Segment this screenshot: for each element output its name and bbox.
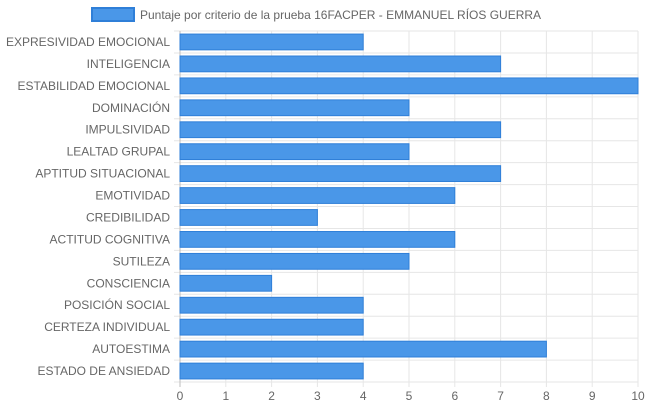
bar[interactable] [179,362,364,380]
y-tick-label: EMOTIVIDAD [95,189,170,203]
y-tick-label: CONSCIENCIA [87,276,170,290]
bar[interactable] [179,318,364,336]
bar[interactable] [179,143,410,161]
bar[interactable] [179,77,639,95]
x-tick-label: 7 [497,389,504,403]
bar[interactable] [179,231,456,248]
y-tick-label: POSICIÓN SOCIAL [64,297,170,312]
grid [174,30,639,387]
legend-label: Puntaje por criterio de la prueba 16FACP… [140,7,541,22]
bar[interactable] [179,33,364,51]
x-axis-labels: 0 1 2 3 4 5 6 7 8 9 10 [177,389,645,403]
x-tick-label: 3 [314,389,321,403]
bar[interactable] [179,165,502,182]
x-tick-label: 0 [177,389,184,403]
x-tick-label: 9 [589,389,596,403]
bar[interactable] [179,121,502,139]
legend[interactable]: Puntaje por criterio de la prueba 16FACP… [91,7,541,22]
bar[interactable] [179,296,364,314]
y-tick-label: ESTABILIDAD EMOCIONAL [18,79,171,93]
y-tick-label: AUTOESTIMA [92,342,170,356]
bar[interactable] [179,209,318,226]
y-tick-label: IMPULSIVIDAD [85,123,170,137]
y-axis-labels: EXPRESIVIDAD EMOCIONAL INTELIGENCIA ESTABI… [6,35,170,378]
x-tick-label: 1 [222,389,229,403]
y-tick-label: ESTADO DE ANSIEDAD [38,364,171,378]
x-tick-label: 6 [451,389,458,403]
y-tick-label: CERTEZA INDIVIDUAL [44,320,170,334]
bars [179,33,639,380]
bar[interactable] [179,55,502,73]
y-tick-label: DOMINACIÓN [92,100,170,115]
y-tick-label: ACTITUD COGNITIVA [50,232,170,246]
y-tick-label: APTITUD SITUACIONAL [35,167,170,181]
bar[interactable] [179,252,410,270]
y-tick-label: CREDIBILIDAD [86,210,170,224]
x-tick-label: 10 [631,389,645,403]
bar[interactable] [179,99,410,117]
x-tick-label: 5 [406,389,413,403]
y-tick-label: SUTILEZA [113,254,170,268]
x-tick-label: 2 [268,389,275,403]
bar[interactable] [179,340,547,358]
x-tick-label: 8 [543,389,550,403]
y-tick-label: EXPRESIVIDAD EMOCIONAL [6,35,170,49]
y-tick-label: LEALTAD GRUPAL [67,145,171,159]
bar[interactable] [179,274,273,292]
bar[interactable] [179,187,456,204]
x-tick-label: 4 [360,389,367,403]
y-tick-label: INTELIGENCIA [87,57,170,71]
legend-swatch [91,7,135,22]
